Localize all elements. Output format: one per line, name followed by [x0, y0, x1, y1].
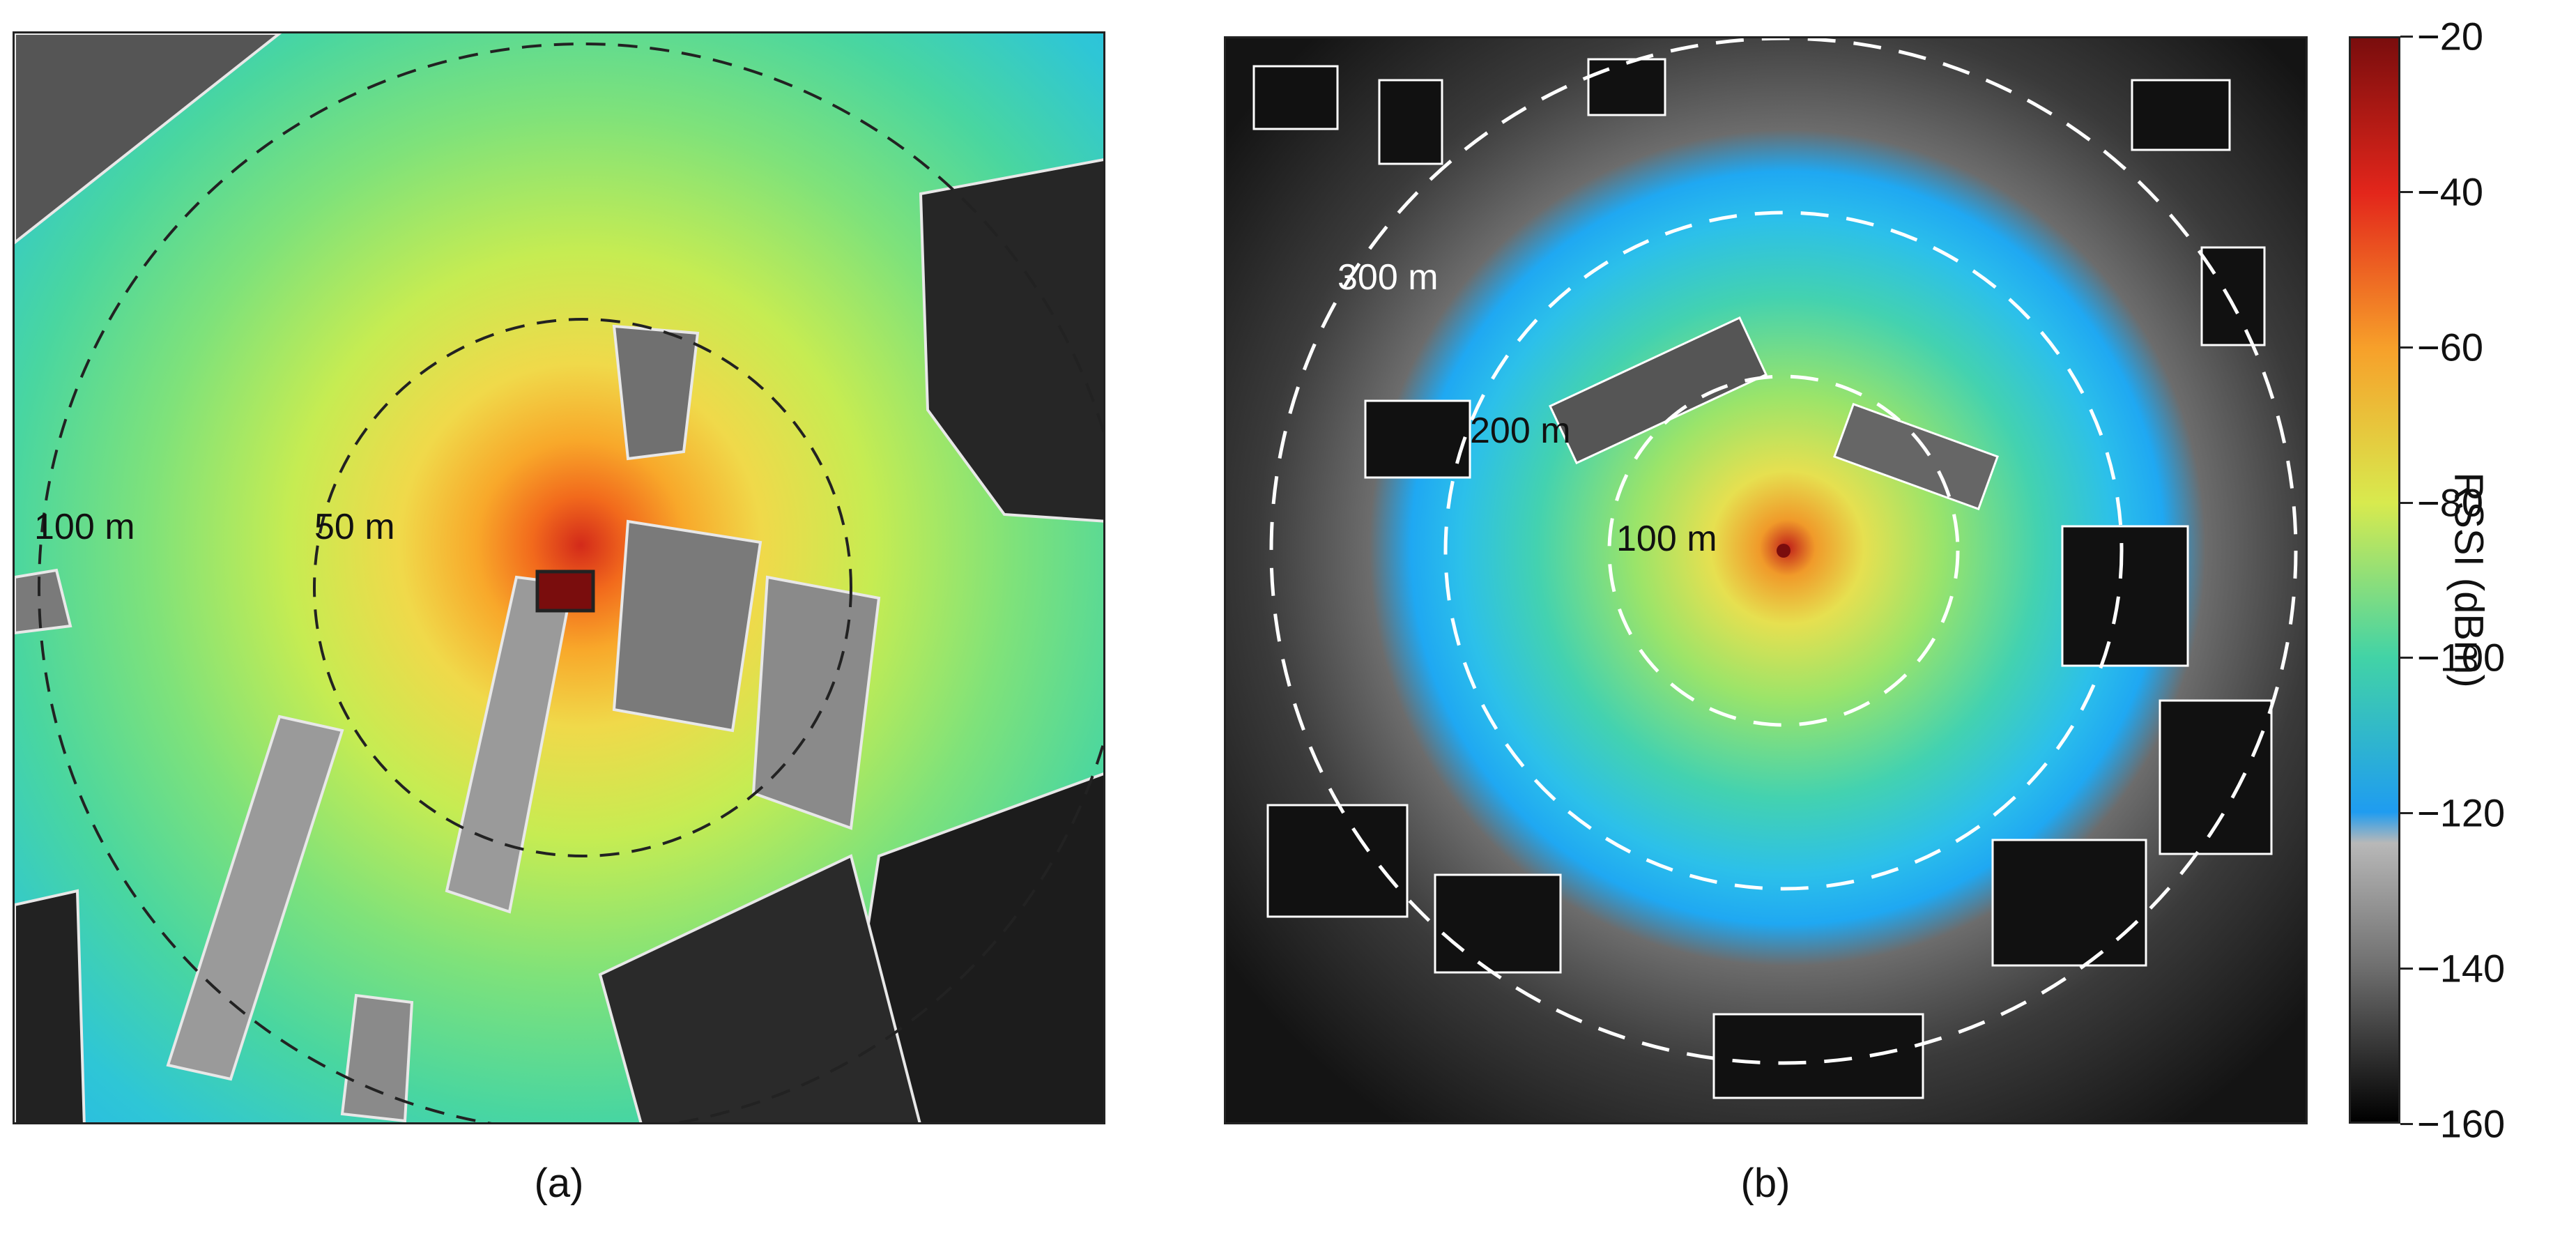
colorbar-tick: [2400, 346, 2413, 349]
transmitter-marker-b: [1777, 544, 1791, 558]
colorbar-tick: [2400, 812, 2413, 815]
panel-label-a: (a): [534, 1161, 584, 1206]
ring-label-b-0: 300 m: [1337, 257, 1439, 298]
colorbar-tick-label: −160: [2417, 1101, 2506, 1146]
colorbar-tick: [2400, 36, 2413, 38]
panel-a-heatmap: 100 m 50 m: [13, 31, 1105, 1124]
panel-a-range-rings: [38, 43, 1103, 1122]
colorbar-tick: [2400, 657, 2413, 659]
colorbar-tick: [2400, 1123, 2413, 1125]
colorbar-tick-label: −80: [2417, 480, 2483, 525]
ring-300m-b: [1269, 38, 2298, 1065]
ring-100m-a: [38, 43, 1103, 1122]
ring-100m-b: [1607, 374, 1960, 727]
panel-b-heatmap: 300 m 200 m 100 m: [1224, 36, 2308, 1124]
panel-b-overlay: 300 m 200 m 100 m: [1252, 38, 2298, 1099]
colorbar-tick-label: −120: [2417, 790, 2506, 835]
panel-a-buildings: [15, 33, 1103, 1122]
colorbar: [2349, 36, 2400, 1124]
colorbar-tick-label: −20: [2417, 14, 2483, 59]
colorbar-tick: [2400, 968, 2413, 970]
colorbar-label: RSSI (dBm): [2446, 472, 2492, 688]
ring-label-a-0: 100 m: [34, 507, 135, 547]
panel-a-overlay: 100 m 50 m: [15, 33, 1103, 1122]
panel-b-buildings: [1252, 58, 2273, 1099]
panel-label-b: (b): [1740, 1161, 1791, 1206]
colorbar-gradient: [2351, 38, 2398, 1122]
ring-label-b-2: 100 m: [1616, 519, 1717, 559]
ring-label-b-1: 200 m: [1470, 411, 1571, 451]
transmitter-marker-a: [535, 570, 595, 613]
ring-label-a-1: 50 m: [314, 507, 395, 547]
panel-b-range-rings: [1269, 38, 2298, 1065]
ring-200m-b: [1443, 211, 2124, 891]
colorbar-tick-label: −40: [2417, 169, 2483, 214]
colorbar-tick-label: −100: [2417, 635, 2506, 680]
colorbar-tick-label: −140: [2417, 946, 2506, 991]
ring-50m-a: [313, 318, 852, 857]
colorbar-tick: [2400, 190, 2413, 193]
colorbar-tick: [2400, 501, 2413, 504]
colorbar-tick-label: −60: [2417, 325, 2483, 369]
